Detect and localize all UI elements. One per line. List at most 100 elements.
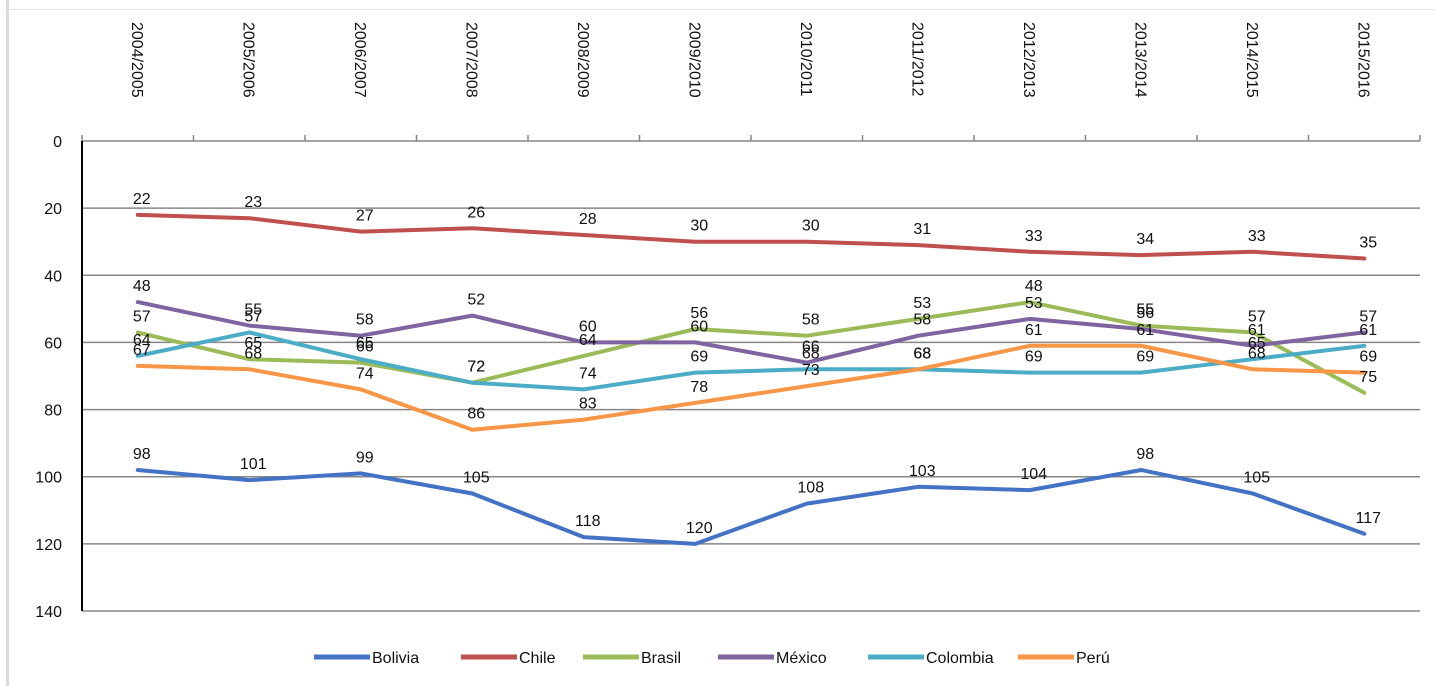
x-tick-label: 2013/2014 [1131,22,1148,98]
data-label: 57 [133,308,151,325]
legend-label: Chile [519,650,556,667]
data-label: 65 [1248,335,1266,352]
y-tick-label: 40 [44,268,62,285]
series-line-méxico [135,300,1367,365]
data-label: 103 [909,463,936,480]
data-label: 61 [1025,322,1043,339]
x-tick-label: 2011/2012 [908,22,925,97]
data-label: 65 [356,335,374,352]
data-label: 56 [690,305,708,322]
data-label: 48 [133,278,151,295]
y-tick-label: 120 [35,537,62,554]
data-label: 68 [1248,345,1266,362]
data-label: 28 [579,211,597,228]
data-label: 78 [690,379,708,396]
x-tick-label: 2014/2015 [1243,22,1260,98]
legend: Bolivia Chile Brasil México Colombia Perú [314,650,1110,667]
data-label: 27 [356,208,374,225]
x-tick-label: 2015/2016 [1354,22,1371,98]
data-label: 34 [1136,231,1154,248]
y-axis-tick-labels: 0 20 40 60 80 100 120 140 [35,134,62,621]
data-label: 23 [244,194,262,211]
data-label: 61 [1136,322,1154,339]
data-label: 35 [1359,235,1377,252]
data-label: 68 [913,345,931,362]
data-label: 66 [802,339,820,356]
data-label: 101 [240,456,267,473]
data-label: 61 [1248,322,1266,339]
data-label: 53 [1025,295,1043,312]
y-tick-label: 100 [35,470,62,487]
chart-frame-left-border [6,0,9,686]
data-label: 69 [690,349,708,366]
data-label: 30 [690,218,708,235]
data-labels: 98 101 99 105 118 120 108 103 104 98 105 117 22 23 27 2… [133,191,1381,537]
gridlines [82,207,1420,612]
data-label: 57 [1248,308,1266,325]
x-tick-label: 2008/2009 [574,22,591,98]
data-label: 105 [1243,470,1270,487]
data-label: 55 [244,302,262,319]
data-label: 74 [356,365,374,382]
data-label: 117 [1355,510,1381,527]
data-label: 86 [467,406,485,423]
legend-label: Brasil [641,650,681,667]
x-tick-label: 2012/2013 [1020,22,1037,98]
data-label: 58 [356,312,374,329]
data-label: 72 [467,359,485,376]
data-label: 33 [1248,228,1266,245]
data-label: 73 [802,362,820,379]
y-tick-label: 20 [44,201,62,218]
series-line-perú [135,343,1367,432]
data-label: 64 [579,332,597,349]
data-label: 69 [1025,349,1043,366]
chart-frame-top-border [6,9,1436,10]
data-label: 55 [1136,302,1154,319]
x-tick-label: 2010/2011 [797,22,814,97]
data-label: 67 [133,342,151,359]
data-label: 120 [686,520,713,537]
data-label: 68 [913,345,931,362]
x-tick-label: 2007/2008 [462,22,479,98]
data-label: 64 [133,332,151,349]
data-label: 104 [1020,466,1047,483]
data-label: 60 [690,318,708,335]
data-label: 48 [1025,278,1043,295]
data-label: 108 [797,480,824,497]
x-tick-label: 2005/2006 [239,22,256,98]
data-label: 58 [802,312,820,329]
data-label: 26 [467,204,485,221]
data-label: 30 [802,218,820,235]
data-label: 72 [467,359,485,376]
x-tick-label: 2004/2005 [128,22,145,98]
x-tick-label: 2006/2007 [351,22,368,98]
data-label: 52 [467,292,485,309]
data-label: 74 [579,365,597,382]
data-label: 53 [913,295,931,312]
data-label: 58 [913,312,931,329]
y-tick-label: 80 [44,403,62,420]
data-label: 69 [1136,349,1154,366]
legend-label: Colombia [926,650,994,667]
series-lines [135,212,1367,546]
data-label: 83 [579,396,597,413]
series-line-bolivia [135,468,1367,546]
series-line-chile [135,212,1367,261]
data-label: 69 [1359,349,1377,366]
data-label: 75 [1359,369,1377,386]
data-label: 57 [1359,308,1377,325]
data-label: 66 [356,339,374,356]
data-label: 98 [1136,446,1154,463]
y-tick-label: 140 [35,604,62,621]
x-axis-tick-labels: 2004/2005 2005/2006 2006/2007 2007/2008 2008… [128,22,1372,98]
y-tick-label: 60 [44,335,62,352]
y-tick-label: 0 [53,134,62,151]
series-line-colombia [135,330,1367,392]
data-label: 33 [1025,228,1043,245]
x-tick-label: 2009/2010 [685,22,702,98]
data-label: 99 [356,449,374,466]
legend-label: Bolivia [372,650,419,667]
legend-label: México [776,650,827,667]
data-label: 60 [579,318,597,335]
